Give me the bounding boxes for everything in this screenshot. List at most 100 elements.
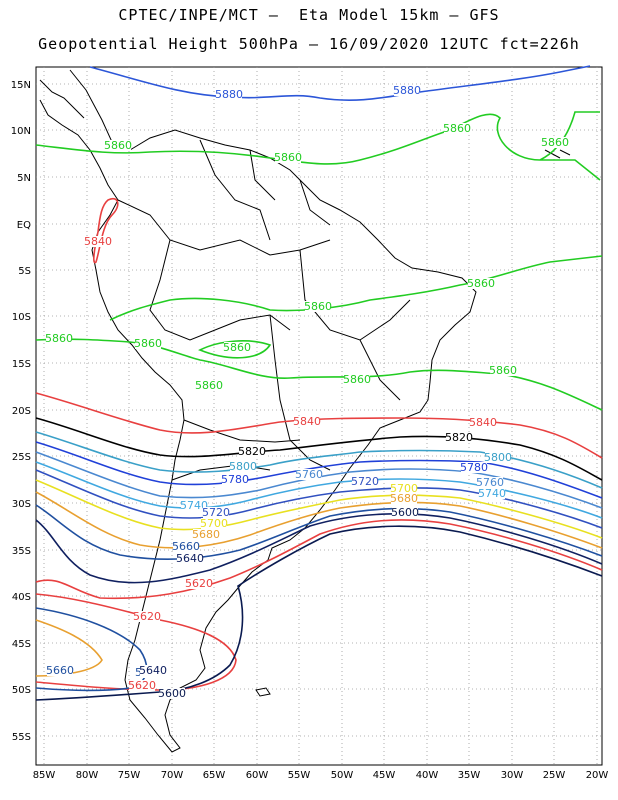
contour-label-bg	[181, 500, 207, 511]
latitude-labels: 15N 10N 5N EQ 5S 10S 15S 20S 25S 30S 35S 40S 45S 50S 5…	[11, 80, 31, 743]
contour-label-5880: 5880	[215, 88, 243, 101]
contour-label-5700: 5700	[200, 517, 228, 530]
contour-label-bg	[392, 507, 418, 518]
contour-label-bg	[230, 461, 256, 472]
lat-tick-label: 40S	[12, 592, 31, 603]
contour-label-bg	[444, 123, 470, 134]
contour-label-bg	[394, 85, 420, 96]
contour-label-bg	[135, 338, 161, 349]
contour-label-bg	[173, 541, 199, 552]
contour-5860-loop	[198, 340, 272, 359]
contour-label-bg	[196, 380, 222, 391]
lat-tick-label: 25S	[12, 452, 31, 463]
contour-label-5860: 5860	[223, 341, 251, 354]
contour-label-bg	[224, 342, 250, 353]
contour-labels: 5880 5880 5860 5860 5860 5860 5860 5860 5860 5860…	[45, 84, 569, 700]
lat-tick-label: 35S	[12, 546, 31, 557]
graticule	[36, 67, 602, 765]
contour-label-5680: 5680	[192, 528, 220, 541]
contour-label-5640: 5640	[176, 552, 204, 565]
contour-label-bg	[468, 278, 494, 289]
contour-label-5800: 5800	[484, 451, 512, 464]
lat-tick-label: 10N	[11, 126, 31, 137]
lat-tick-label: 30S	[12, 499, 31, 510]
contour-label-bg	[461, 462, 487, 473]
lat-tick-label: 55S	[12, 732, 31, 743]
contour-label-bg	[222, 474, 248, 485]
lon-tick-label: 80W	[76, 770, 99, 781]
contour-label-5800: 5800	[229, 460, 257, 473]
contour-label-bg	[216, 89, 242, 100]
contour-5680-line	[35, 491, 603, 549]
contour-label-5820: 5820	[238, 445, 266, 458]
lon-tick-label: 45W	[373, 770, 396, 781]
contour-5620-line	[35, 519, 603, 600]
longitude-labels: 85W 80W 75W 70W 65W 60W 55W 50W 45W 40W 35W 30W 25W 2…	[33, 770, 609, 781]
contour-label-bg	[105, 140, 131, 151]
contour-label-5740: 5740	[180, 499, 208, 512]
contour-5860-north-line	[35, 111, 601, 181]
contour-5840-line	[35, 392, 603, 459]
contour-label-bg	[344, 374, 370, 385]
lon-tick-label: 40W	[416, 770, 439, 781]
contour-5640-line	[35, 513, 603, 584]
contour-label-bg	[140, 665, 166, 676]
contour-label-5740: 5740	[478, 487, 506, 500]
contour-label-bg	[296, 469, 322, 480]
contour-label-bg	[542, 137, 568, 148]
contour-label-bg	[305, 301, 331, 312]
country-borders	[117, 139, 411, 481]
contour-label-bg	[186, 578, 212, 589]
lat-tick-label: 15N	[11, 80, 31, 91]
contour-label-5860: 5860	[104, 139, 132, 152]
contour-label-5600: 5600	[391, 506, 419, 519]
contour-5660-line	[35, 504, 603, 560]
central-america	[39, 79, 571, 159]
contour-label-5840: 5840	[293, 415, 321, 428]
lat-tick-label: 10S	[12, 312, 31, 323]
lon-tick-label: 20W	[586, 770, 609, 781]
contour-label-5860: 5860	[304, 300, 332, 313]
contour-label-5860: 5860	[134, 337, 162, 350]
contour-label-5620: 5620	[185, 577, 213, 590]
contour-5840-andes	[93, 197, 119, 264]
lat-tick-label: 50S	[12, 685, 31, 696]
contour-label-5780: 5780	[221, 473, 249, 486]
contour-label-5860: 5860	[343, 373, 371, 386]
contour-label-5860: 5860	[467, 277, 495, 290]
contour-label-5860: 5860	[489, 364, 517, 377]
contour-label-5820: 5820	[445, 431, 473, 444]
contour-label-5880: 5880	[393, 84, 421, 97]
contour-label-bg	[239, 446, 265, 457]
contour-label-5860: 5860	[274, 151, 302, 164]
contour-label-bg	[85, 236, 111, 247]
lon-tick-label: 60W	[246, 770, 269, 781]
contour-label-5760: 5760	[295, 468, 323, 481]
contour-label-5700: 5700	[390, 482, 418, 495]
contour-label-5840: 5840	[469, 416, 497, 429]
contour-label-bg	[479, 488, 505, 499]
contour-label-bg	[477, 477, 503, 488]
contour-label-bg	[446, 432, 472, 443]
contour-label-bg	[134, 611, 160, 622]
lon-tick-label: 50W	[331, 770, 354, 781]
contour-5820-line	[35, 417, 603, 481]
contour-label-bg	[470, 417, 496, 428]
lat-tick-label: 5N	[17, 173, 31, 184]
contour-label-5660: 5660	[172, 540, 200, 553]
contour-label-bg	[485, 452, 511, 463]
contour-label-5640: 5640	[139, 664, 167, 677]
contour-label-5680: 5680	[390, 492, 418, 505]
contour-label-5840: 5840	[84, 235, 112, 248]
lat-tick-label: 5S	[18, 266, 31, 277]
contour-label-bg	[275, 152, 301, 163]
contour-label-bg	[203, 507, 229, 518]
contour-label-bg	[193, 529, 219, 540]
lon-tick-label: 55W	[288, 770, 311, 781]
contour-label-bg	[352, 476, 378, 487]
contour-5700-line	[35, 479, 603, 539]
contour-label-5860: 5860	[443, 122, 471, 135]
contour-label-bg	[201, 518, 227, 529]
lon-tick-label: 65W	[203, 770, 226, 781]
contour-label-bg	[294, 416, 320, 427]
